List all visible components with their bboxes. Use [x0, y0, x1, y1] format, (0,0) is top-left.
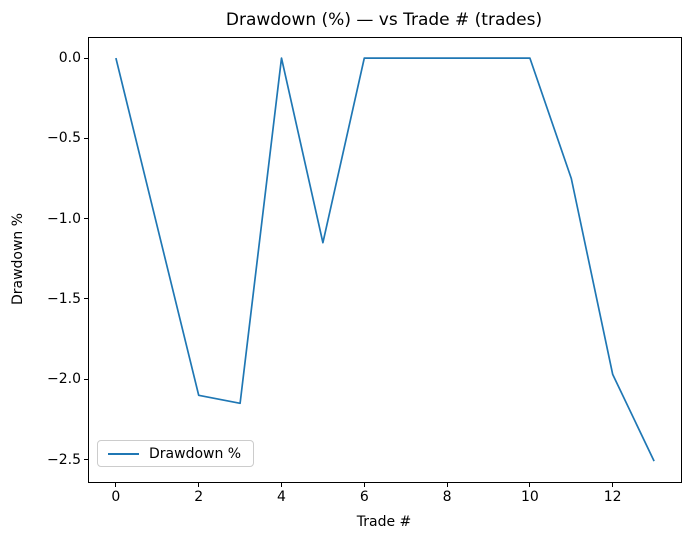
x-tick-label: 10 [520, 489, 539, 505]
chart-title: Drawdown (%) — vs Trade # (trades) [225, 10, 543, 30]
y-tick-label: −2.0 [47, 371, 81, 388]
legend-label: Drawdown % [149, 445, 242, 462]
x-tick-mark [198, 482, 200, 487]
x-tick-mark [446, 482, 448, 487]
y-tick-label: 0.0 [58, 50, 81, 67]
x-tick-label: 8 [442, 489, 452, 505]
x-tick-mark [612, 482, 614, 487]
y-tick-label: −0.5 [47, 130, 81, 147]
x-tick-mark [281, 482, 282, 487]
x-tick-label: 4 [277, 489, 286, 505]
x-tick-label: 0 [111, 489, 121, 505]
y-tick-mark [84, 459, 89, 460]
x-tick-label: 12 [603, 489, 622, 505]
legend: Drawdown % [97, 440, 255, 467]
y-tick-mark [84, 57, 89, 59]
x-tick-label: 6 [359, 489, 369, 505]
y-tick-label: −1.0 [47, 210, 81, 227]
x-axis-label: Trade # [356, 514, 412, 530]
x-tick-mark [529, 482, 531, 487]
legend-line-sample [108, 452, 139, 455]
drawdown-line [115, 57, 655, 462]
y-tick-mark [84, 378, 89, 380]
y-tick-mark [84, 218, 89, 220]
x-tick-label: 2 [194, 489, 204, 505]
plot-canvas [115, 57, 655, 462]
x-tick-mark [115, 482, 117, 487]
y-tick-label: −2.5 [47, 451, 81, 468]
y-tick-mark [84, 298, 89, 300]
y-tick-label: −1.5 [47, 290, 81, 307]
y-axis-label: Drawdown % [10, 212, 26, 306]
plot-area: 0 2 4 6 8 10 12 0.0 −0.5 −1.0 −1.5 −2.0 −2.5 Drawdo… [47, 37, 682, 505]
x-tick-mark [363, 482, 365, 487]
y-tick-mark [84, 137, 89, 139]
